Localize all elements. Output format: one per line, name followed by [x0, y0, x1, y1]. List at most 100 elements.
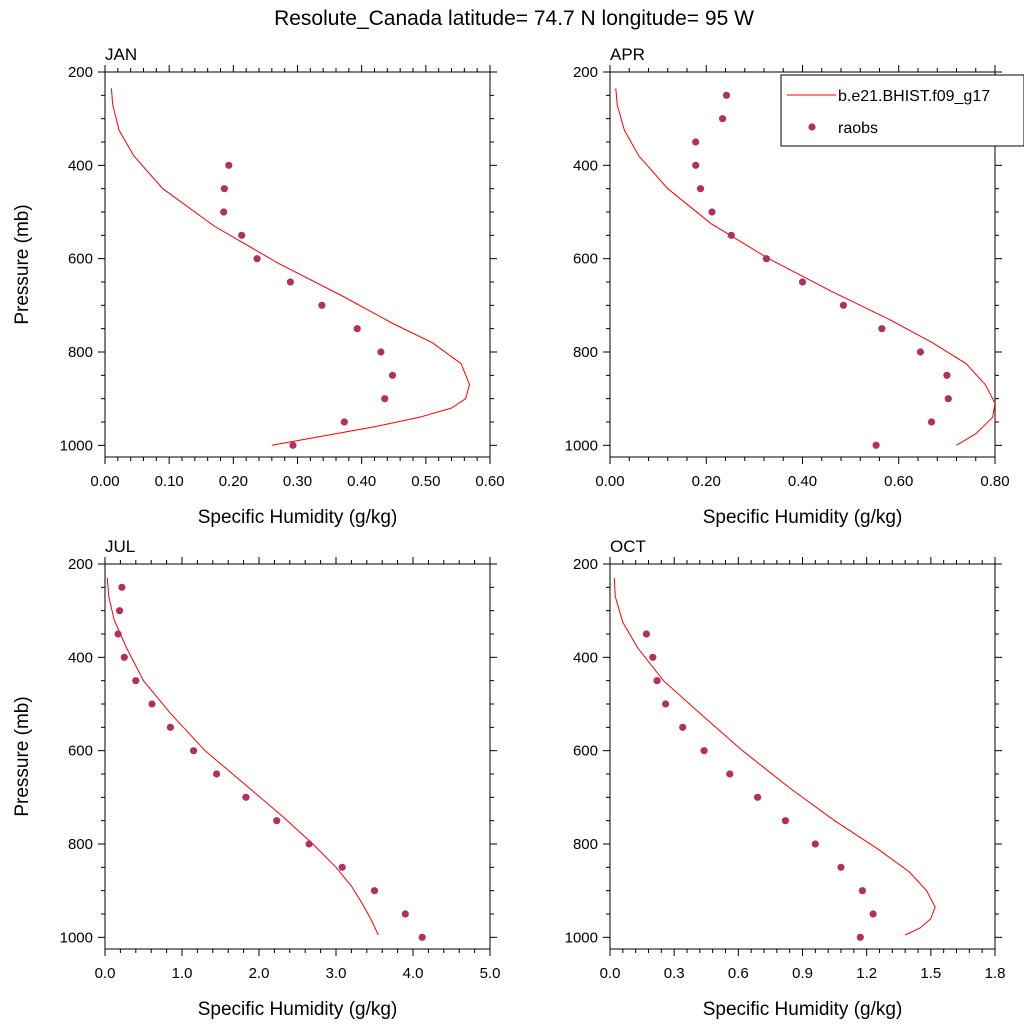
x-axis-label: Specific Humidity (g/kg) — [198, 999, 398, 1020]
obs-point — [839, 301, 848, 309]
y-axis-label: Pressure (mb) — [12, 696, 33, 816]
y-tick-label: 600 — [68, 743, 93, 760]
obs-point — [401, 910, 409, 918]
obs-point — [944, 395, 952, 403]
obs-point — [943, 371, 951, 379]
x-tick-label: 0.3 — [664, 965, 685, 982]
obs-point — [754, 793, 762, 801]
obs-point — [700, 747, 708, 755]
panel-apr: 200 400 600 800 1000 0.00 0.20 0.40 0.60 0.80 APR S… — [565, 45, 1010, 528]
obs-point — [370, 887, 379, 895]
obs-point — [653, 677, 661, 685]
x-tick-label: 5.0 — [480, 965, 501, 982]
x-axis-label: Specific Humidity (g/kg) — [198, 507, 398, 528]
y-tick-label: 200 — [68, 64, 93, 81]
model-line-jan — [110, 88, 471, 446]
obs-point — [242, 793, 250, 801]
panel-jan: 200 400 600 800 1000 0.00 0.10 0.20 0.30 0.40 0.50… — [12, 45, 505, 528]
obs-point — [878, 325, 886, 333]
obs-point — [858, 887, 867, 895]
obs-point — [722, 91, 731, 99]
y-tick-label: 800 — [573, 836, 598, 853]
panel-label: JAN — [105, 45, 137, 64]
obs-point — [388, 371, 397, 379]
legend-marker-swatch — [808, 123, 816, 131]
x-tick-label: 0.40 — [347, 473, 376, 490]
obs-point — [213, 770, 221, 778]
obs-point — [118, 583, 126, 591]
y-tick-label: 1000 — [565, 437, 598, 454]
obs-point — [781, 817, 790, 825]
x-tick-label: 4.0 — [403, 965, 424, 982]
x-tick-label: 0.20 — [692, 473, 721, 490]
y-tick-label: 600 — [573, 743, 598, 760]
y-tick-label: 1000 — [565, 929, 598, 946]
y-tick-label: 200 — [573, 556, 598, 573]
obs-point — [116, 607, 124, 615]
figure-title: Resolute_Canada latitude= 74.7 N longitu… — [274, 7, 754, 30]
obs-point — [662, 700, 670, 708]
y-tick-label: 600 — [573, 251, 598, 268]
x-tick-label: 0.60 — [475, 473, 504, 490]
y-axis-label: Pressure (mb) — [12, 204, 33, 324]
obs-point — [726, 770, 734, 778]
x-tick-label: 3.0 — [326, 965, 347, 982]
plot-frame — [609, 563, 996, 950]
panel-label: APR — [610, 45, 645, 64]
model-line-oct — [613, 577, 936, 936]
obs-point — [286, 278, 294, 286]
legend-box — [780, 74, 1024, 147]
obs-point — [253, 255, 261, 263]
x-tick-label: 0.80 — [980, 473, 1009, 490]
x-tick-label: 0.0 — [95, 965, 116, 982]
x-tick-label: 0.00 — [90, 473, 119, 490]
panel-oct: 200 400 600 800 1000 0.0 0.3 0.6 0.9 1.2 1.5 1.8 OCT… — [565, 537, 1006, 1020]
obs-point — [220, 185, 228, 193]
legend-entry-obs: raobs — [838, 120, 878, 137]
x-tick-label: 1.0 — [172, 965, 193, 982]
x-tick-label: 0.10 — [155, 473, 184, 490]
y-tick-label: 1000 — [60, 929, 93, 946]
x-tick-label: 1.2 — [856, 965, 877, 982]
obs-point — [220, 208, 228, 216]
obs-point — [225, 161, 233, 169]
plot-frame — [104, 563, 491, 950]
y-tick-label: 800 — [68, 344, 93, 361]
obs-point — [692, 161, 700, 169]
obs-point — [305, 840, 313, 848]
x-tick-label: 0.00 — [595, 473, 624, 490]
obs-point — [120, 653, 128, 661]
y-tick-label: 400 — [68, 157, 93, 174]
x-tick-label: 0.60 — [884, 473, 913, 490]
obs-point — [649, 653, 657, 661]
obs-point — [289, 441, 297, 449]
obs-point — [692, 138, 700, 146]
model-line-apr — [615, 88, 995, 446]
x-tick-label: 0.50 — [411, 473, 440, 490]
obs-point — [837, 863, 845, 871]
obs-point — [166, 723, 174, 731]
x-tick-label: 0.20 — [219, 473, 248, 490]
model-line-jul — [106, 577, 379, 936]
obs-point — [856, 933, 864, 941]
y-tick-label: 1000 — [60, 437, 93, 454]
y-tick-label: 800 — [68, 836, 93, 853]
panel-label: OCT — [610, 537, 646, 556]
obs-point — [642, 630, 651, 638]
obs-point — [679, 723, 687, 731]
obs-point — [381, 395, 389, 403]
obs-point — [727, 231, 735, 239]
x-tick-label: 0.6 — [728, 965, 749, 982]
x-tick-label: 1.5 — [920, 965, 941, 982]
y-tick-label: 400 — [573, 649, 598, 666]
obs-point — [273, 817, 281, 825]
obs-point — [708, 208, 716, 216]
obs-point — [872, 441, 880, 449]
obs-point — [869, 910, 877, 918]
y-tick-label: 400 — [68, 649, 93, 666]
y-tick-label: 800 — [573, 344, 598, 361]
obs-point — [353, 325, 361, 333]
x-tick-label: 0.30 — [283, 473, 312, 490]
obs-point — [148, 700, 156, 708]
